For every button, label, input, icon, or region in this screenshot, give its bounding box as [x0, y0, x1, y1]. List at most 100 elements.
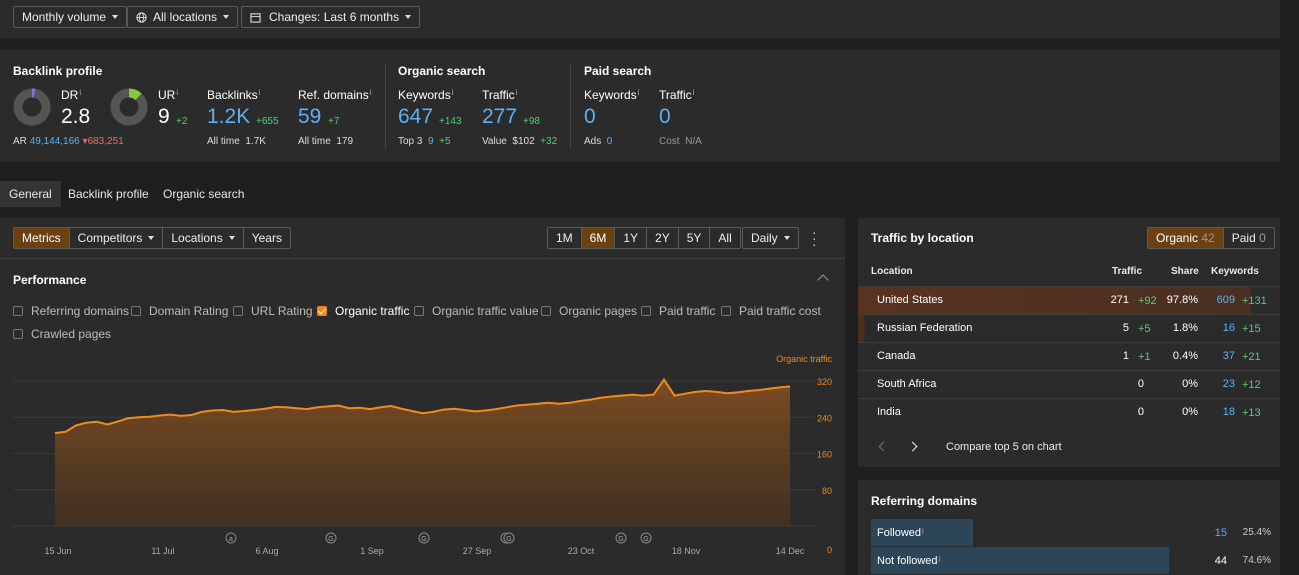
toggle-paid[interactable]: Paid 0 — [1231, 231, 1266, 245]
backlinks-value[interactable]: 1.2K — [207, 105, 251, 128]
header-traffic: Traffic — [1112, 266, 1143, 277]
annotation-marker[interactable] — [503, 532, 515, 544]
paid-keywords-label: Keywordsi — [584, 88, 640, 102]
checkbox-icon — [131, 306, 141, 316]
paid-keywords-value[interactable]: 0 — [584, 105, 596, 128]
location-name: United States — [877, 294, 944, 306]
location-name: India — [877, 406, 901, 418]
organic-traffic-area — [55, 379, 790, 526]
location-row[interactable]: Russian Federation 5 +5 1.8% 16 +15 — [858, 314, 1280, 342]
checkbox-paid-traffic[interactable]: Paid traffic — [641, 304, 715, 318]
tab-years[interactable]: Years — [251, 231, 282, 245]
location-row[interactable]: South Africa 0 0% 23 +12 — [858, 370, 1280, 398]
keywords-value[interactable]: 18 — [1222, 406, 1235, 418]
ref-domains-value[interactable]: 59 — [298, 105, 322, 128]
traffic-value: 0 — [1137, 406, 1144, 418]
x-tick-label: 18 Nov — [672, 546, 701, 556]
annotation-marker[interactable] — [615, 532, 627, 544]
chevron-down-icon — [148, 236, 155, 240]
location-name: Canada — [877, 350, 916, 362]
organic-traffic-value[interactable]: 277 — [482, 105, 518, 128]
row-label: Followedi — [877, 527, 924, 539]
x-tick-label: 6 Aug — [255, 546, 278, 556]
x-tick-label: 23 Oct — [568, 546, 595, 556]
checkbox-domain-rating[interactable]: Domain Rating — [131, 304, 228, 318]
range-1y[interactable]: 1Y — [615, 228, 648, 248]
range-2y[interactable]: 2Y — [647, 228, 679, 248]
checkbox-organic-pages[interactable]: Organic pages — [541, 304, 637, 318]
divider — [0, 258, 845, 259]
ref-domains-label: Ref. domainsi — [298, 88, 372, 102]
tab-competitors[interactable]: Competitors — [70, 228, 164, 248]
checkbox-label: Domain Rating — [149, 304, 229, 318]
dr-donut — [13, 88, 51, 126]
compare-top5-link[interactable]: Compare top 5 on chart — [946, 441, 1062, 453]
paid-traffic-label: Traffici — [659, 88, 695, 102]
checkbox-paid-traffic-cost[interactable]: Paid traffic cost — [721, 304, 821, 318]
annotation-marker-label: a — [229, 536, 233, 543]
checkbox-organic-traffic[interactable]: Organic traffic — [317, 304, 409, 318]
ur-donut — [110, 88, 148, 126]
traffic-value: 271 — [1110, 294, 1129, 306]
dr-label: DRi — [61, 88, 82, 102]
organic-traffic-line[interactable] — [54, 377, 791, 435]
location-row[interactable]: Canada 1 +1 0.4% 37 +21 — [858, 342, 1280, 370]
granularity-dropdown[interactable]: Daily — [742, 227, 799, 249]
checkbox-url-rating[interactable]: URL Rating — [233, 304, 313, 318]
keywords-delta: +15 — [1242, 323, 1261, 335]
annotation-marker[interactable] — [640, 532, 652, 544]
organic-traffic-chart: 320 240 160 80 0 Organic traffic 15 Jun 11 Jul 6… — [13, 354, 832, 556]
keywords-value[interactable]: 609 — [1216, 294, 1235, 306]
annotation-marker[interactable] — [325, 532, 337, 544]
organic-keywords-label: Keywordsi — [398, 88, 454, 102]
checkbox-crawled-pages[interactable]: Crawled pages — [13, 327, 111, 341]
organic-keywords-delta: +143 — [439, 116, 462, 127]
location-dropdown[interactable]: All locations — [127, 6, 239, 28]
chevron-down-icon — [405, 15, 412, 19]
paid-search-title: Paid search — [584, 64, 652, 78]
backlinks-alltime: All time 1.7K — [207, 136, 266, 147]
chevron-down-icon — [228, 236, 235, 240]
range-1m[interactable]: 1M — [548, 228, 582, 248]
keywords-delta: +13 — [1242, 407, 1261, 419]
traffic-value: 5 — [1122, 322, 1129, 334]
tab-backlink-profile[interactable]: Backlink profile — [68, 187, 149, 201]
keywords-value[interactable]: 23 — [1222, 378, 1235, 390]
share-value: 0% — [1182, 406, 1198, 418]
header-keywords: Keywords — [1211, 266, 1259, 277]
row-value[interactable]: 15 — [1214, 527, 1227, 539]
checkbox-referring-domains[interactable]: Referring domains — [13, 304, 129, 318]
info-icon: i — [637, 88, 640, 97]
paid-traffic-value[interactable]: 0 — [659, 105, 671, 128]
range-6m[interactable]: 6M — [581, 228, 616, 248]
annotation-marker[interactable] — [225, 532, 237, 544]
referring-domain-row[interactable]: Followedi 15 25.4% — [871, 519, 1271, 546]
tab-general[interactable]: General — [0, 181, 61, 207]
checkbox-organic-traffic-value[interactable]: Organic traffic value — [414, 304, 539, 318]
row-value[interactable]: 44 — [1214, 555, 1227, 567]
tab-locations[interactable]: Locations — [163, 228, 244, 248]
location-row[interactable]: India 0 0% 18 +13 — [858, 398, 1280, 426]
range-5y[interactable]: 5Y — [679, 228, 711, 248]
checkbox-label: Crawled pages — [31, 327, 112, 341]
range-all[interactable]: All — [718, 231, 732, 245]
keywords-value[interactable]: 16 — [1222, 322, 1235, 334]
annotation-marker[interactable] — [418, 532, 430, 544]
info-icon: i — [369, 88, 372, 97]
tab-metrics[interactable]: Metrics — [14, 228, 70, 248]
referring-domain-row[interactable]: Not followedi 44 74.6% — [871, 547, 1271, 574]
organic-traffic-delta: +98 — [523, 116, 540, 127]
monthly-volume-dropdown[interactable]: Monthly volume — [13, 6, 128, 28]
ar-row: AR 49,144,166 ▾683,251 — [13, 136, 124, 147]
info-icon: i — [515, 88, 518, 97]
tab-organic-search[interactable]: Organic search — [163, 187, 245, 201]
organic-keywords-value[interactable]: 647 — [398, 105, 434, 128]
more-options-icon[interactable]: · · · — [812, 224, 817, 252]
traffic-delta: +5 — [1138, 323, 1151, 335]
location-name: Russian Federation — [877, 322, 973, 334]
changes-dropdown[interactable]: Changes: Last 6 months — [241, 6, 421, 28]
keywords-value[interactable]: 37 — [1222, 350, 1235, 362]
toggle-organic[interactable]: Organic 42 — [1148, 228, 1224, 248]
checkbox-icon — [641, 306, 651, 316]
location-row[interactable]: United States 271 +92 97.8% 609 +131 — [858, 286, 1280, 314]
